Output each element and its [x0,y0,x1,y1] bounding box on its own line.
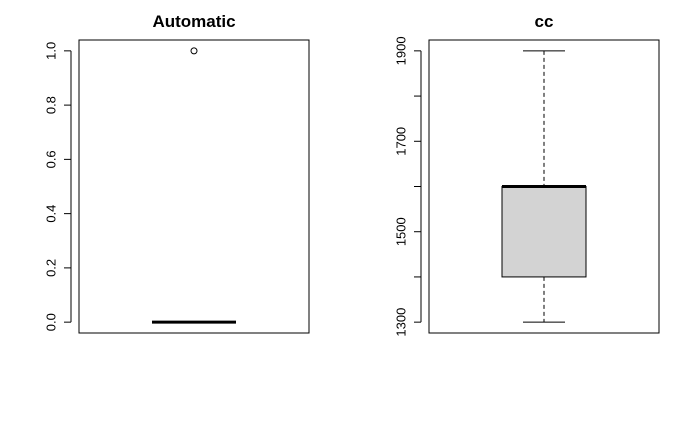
y-tick-label: 1700 [393,127,408,156]
y-tick-label: 1500 [393,217,408,246]
box-body [501,186,587,278]
y-tick-label: 0.2 [43,259,58,277]
panel-cc: cc 1300 1500 1700 1900 [393,12,660,337]
chart-title: Automatic [152,12,235,31]
outlier-point [190,47,198,55]
y-tick-label: 1300 [393,308,408,337]
plot-frame [428,39,660,334]
y-tick-label: 1.0 [43,42,58,60]
y-tick-label: 0.0 [43,313,58,331]
plot-frame [78,39,310,334]
y-tick-label: 0.6 [43,150,58,168]
y-tick-label: 1900 [393,36,408,65]
y-tick-label: 0.8 [43,96,58,114]
y-tick-label: 0.4 [43,205,58,223]
panel-automatic: Automatic 0.0 0.2 0.4 0.6 0.8 1.0 [43,12,310,334]
chart-title: cc [535,12,554,31]
